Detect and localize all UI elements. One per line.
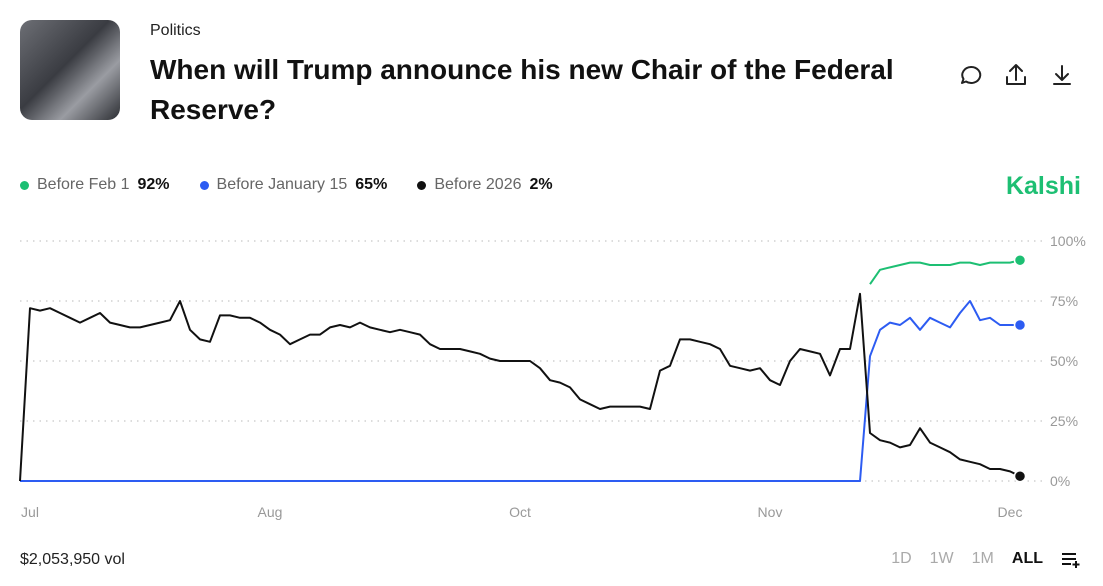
legend-item[interactable]: Before January 15 65% bbox=[199, 176, 388, 194]
volume: $2,053,950 vol bbox=[20, 551, 125, 568]
x-tick-label: Dec bbox=[998, 504, 1023, 520]
legend-name: Before Feb 1 bbox=[37, 176, 130, 193]
share-icon[interactable] bbox=[1006, 64, 1026, 85]
y-tick-label: 25% bbox=[1050, 413, 1078, 429]
legend-value: 65% bbox=[355, 176, 388, 193]
category[interactable]: Politics bbox=[150, 22, 201, 39]
end-dot bbox=[1013, 469, 1027, 483]
legend-item[interactable]: Before 2026 2% bbox=[417, 176, 553, 194]
series-line bbox=[20, 300, 1020, 482]
market-title: When will Trump announce his new Chair o… bbox=[150, 54, 894, 125]
legend-value: 92% bbox=[137, 176, 170, 193]
legend-dot bbox=[417, 180, 427, 190]
legend-dot bbox=[199, 180, 209, 190]
legend-item[interactable]: Before Feb 1 92% bbox=[20, 176, 170, 194]
legend-name: Before 2026 bbox=[434, 176, 522, 193]
download-icon[interactable] bbox=[1053, 65, 1071, 85]
legend-name: Before January 15 bbox=[216, 176, 348, 193]
x-tick-label: Jul bbox=[21, 504, 39, 520]
x-tick-label: Oct bbox=[509, 504, 531, 520]
list-icon[interactable] bbox=[1061, 550, 1083, 568]
comment-icon[interactable] bbox=[961, 65, 982, 84]
x-tick-label: Nov bbox=[758, 504, 783, 520]
y-tick-label: 75% bbox=[1050, 293, 1078, 309]
range-button[interactable]: 1D bbox=[891, 550, 912, 567]
range-button[interactable]: 1M bbox=[971, 550, 994, 567]
y-tick-label: 0% bbox=[1050, 473, 1070, 489]
y-tick-label: 50% bbox=[1050, 353, 1078, 369]
range-selector: 1D 1W 1M ALL bbox=[891, 550, 1083, 568]
brand: Kalshi bbox=[1005, 172, 1081, 200]
legend-dot bbox=[20, 180, 29, 190]
series-line bbox=[869, 259, 1021, 285]
legend-value: 2% bbox=[529, 176, 553, 193]
chart: 0% 25% 50% 75% 100% Jul Aug Oct Nov Dec bbox=[19, 233, 1086, 520]
action-icons bbox=[961, 64, 1071, 85]
range-button[interactable]: 1W bbox=[929, 550, 954, 567]
end-dot bbox=[1013, 253, 1027, 267]
market-image bbox=[20, 20, 120, 120]
x-tick-label: Aug bbox=[258, 504, 283, 520]
legend: Before Feb 1 92% Before January 15 65% Befor… bbox=[20, 176, 553, 194]
series-line bbox=[19, 292, 1021, 482]
range-button[interactable]: ALL bbox=[1011, 550, 1043, 567]
end-dot bbox=[1013, 318, 1027, 332]
y-tick-label: 100% bbox=[1050, 233, 1086, 249]
